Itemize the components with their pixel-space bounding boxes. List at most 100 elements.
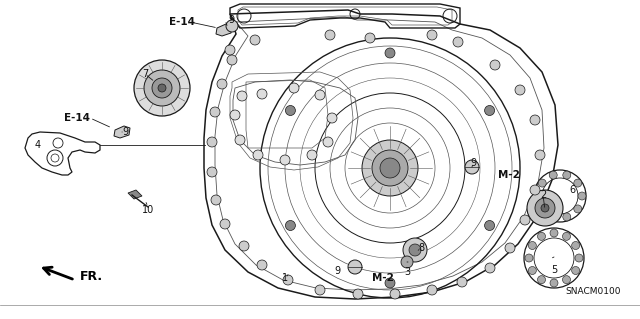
- Circle shape: [535, 150, 545, 160]
- Circle shape: [563, 171, 571, 179]
- Circle shape: [211, 195, 221, 205]
- Text: FR.: FR.: [80, 270, 103, 283]
- Circle shape: [285, 106, 296, 115]
- Circle shape: [385, 48, 395, 58]
- Text: M-2: M-2: [372, 273, 394, 283]
- Circle shape: [390, 289, 400, 299]
- Circle shape: [563, 232, 570, 240]
- Circle shape: [465, 160, 479, 174]
- Circle shape: [253, 150, 263, 160]
- Circle shape: [484, 220, 495, 231]
- Circle shape: [538, 179, 546, 187]
- Circle shape: [385, 278, 395, 288]
- Circle shape: [280, 155, 290, 165]
- Circle shape: [574, 179, 582, 187]
- Circle shape: [226, 20, 238, 32]
- Circle shape: [485, 263, 495, 273]
- Circle shape: [289, 83, 299, 93]
- Circle shape: [427, 30, 437, 40]
- Text: 7: 7: [142, 69, 148, 79]
- Circle shape: [353, 289, 363, 299]
- Text: 9: 9: [470, 158, 476, 168]
- Circle shape: [529, 241, 536, 249]
- Circle shape: [578, 192, 586, 200]
- Circle shape: [257, 260, 267, 270]
- Circle shape: [307, 150, 317, 160]
- Circle shape: [541, 204, 549, 212]
- Circle shape: [572, 241, 580, 249]
- Circle shape: [237, 91, 247, 101]
- Polygon shape: [114, 126, 130, 138]
- Polygon shape: [216, 24, 232, 36]
- Circle shape: [225, 45, 235, 55]
- Circle shape: [285, 220, 296, 231]
- Circle shape: [380, 158, 400, 178]
- Polygon shape: [128, 190, 142, 199]
- Circle shape: [230, 110, 240, 120]
- Circle shape: [538, 205, 546, 213]
- Circle shape: [534, 192, 542, 200]
- Text: 3: 3: [404, 267, 410, 277]
- Circle shape: [250, 35, 260, 45]
- Circle shape: [515, 85, 525, 95]
- Circle shape: [490, 60, 500, 70]
- Circle shape: [538, 232, 545, 240]
- Circle shape: [207, 167, 217, 177]
- Circle shape: [401, 256, 413, 268]
- Text: 9: 9: [122, 127, 128, 137]
- Circle shape: [217, 79, 227, 89]
- Circle shape: [563, 276, 570, 284]
- Circle shape: [538, 276, 545, 284]
- Circle shape: [257, 89, 267, 99]
- Circle shape: [527, 190, 563, 226]
- Circle shape: [315, 285, 325, 295]
- Circle shape: [530, 185, 540, 195]
- Circle shape: [550, 229, 558, 237]
- Circle shape: [403, 238, 427, 262]
- Text: 9: 9: [334, 266, 340, 276]
- Circle shape: [207, 137, 217, 147]
- Circle shape: [453, 37, 463, 47]
- Text: 1: 1: [282, 273, 288, 283]
- Circle shape: [525, 254, 533, 262]
- Circle shape: [325, 30, 335, 40]
- Circle shape: [348, 260, 362, 274]
- Circle shape: [239, 241, 249, 251]
- Text: E-14: E-14: [64, 113, 90, 123]
- Text: 5: 5: [551, 265, 557, 275]
- Circle shape: [550, 279, 558, 287]
- Circle shape: [372, 150, 408, 186]
- Circle shape: [283, 275, 293, 285]
- Circle shape: [152, 78, 172, 98]
- Circle shape: [134, 60, 190, 116]
- Circle shape: [144, 70, 180, 106]
- Circle shape: [575, 254, 583, 262]
- Circle shape: [457, 277, 467, 287]
- Circle shape: [365, 33, 375, 43]
- Circle shape: [210, 107, 220, 117]
- Circle shape: [327, 113, 337, 123]
- Text: 8: 8: [418, 243, 424, 253]
- Circle shape: [520, 215, 530, 225]
- Text: M-2: M-2: [498, 170, 520, 180]
- Text: E-14: E-14: [169, 17, 195, 27]
- Circle shape: [529, 266, 536, 275]
- Circle shape: [158, 84, 166, 92]
- Circle shape: [409, 244, 421, 256]
- Circle shape: [315, 90, 325, 100]
- Text: 6: 6: [569, 185, 575, 195]
- Circle shape: [549, 213, 557, 221]
- Circle shape: [574, 205, 582, 213]
- Circle shape: [227, 55, 237, 65]
- Circle shape: [323, 137, 333, 147]
- Circle shape: [484, 106, 495, 115]
- Circle shape: [362, 140, 418, 196]
- Circle shape: [572, 266, 580, 275]
- Text: 9: 9: [228, 15, 234, 25]
- Text: 10: 10: [142, 205, 154, 215]
- Circle shape: [235, 135, 245, 145]
- Circle shape: [220, 219, 230, 229]
- Circle shape: [427, 285, 437, 295]
- Circle shape: [549, 171, 557, 179]
- Text: 2: 2: [540, 190, 546, 200]
